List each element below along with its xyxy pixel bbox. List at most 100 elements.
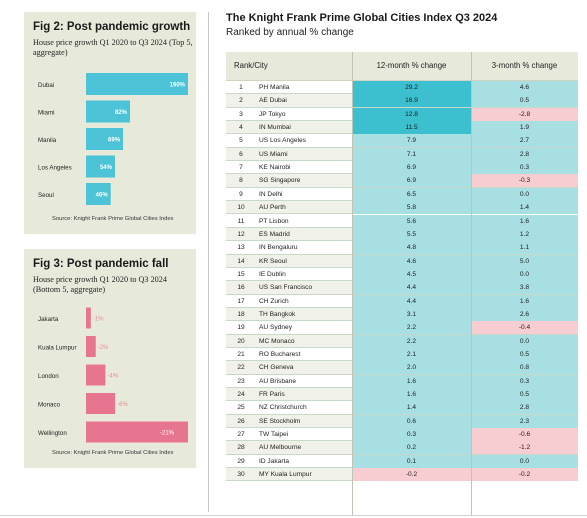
bottom-rule <box>0 515 587 516</box>
three-month-cell: 0.5 <box>471 348 578 361</box>
three-month-cell: 1.1 <box>471 241 578 255</box>
three-month-cell: 0.0 <box>471 187 578 201</box>
rank-cell: 26 <box>237 417 245 425</box>
three-month-cell: -0.6 <box>471 428 578 442</box>
twelve-month-cell: 29.2 <box>352 81 471 94</box>
bar-value-label: -2% <box>98 345 109 351</box>
city-cell: AU Perth <box>259 204 286 212</box>
twelve-month-cell: 4.8 <box>352 241 471 255</box>
bar-value-label: -1% <box>93 317 104 323</box>
rank-cell: 9 <box>239 190 243 198</box>
bar <box>86 307 91 329</box>
cities-index-table: Rank/City 12-month % change 3-month % ch… <box>226 52 578 516</box>
growth-chart-subtitle: House price growth Q1 2020 to Q3 2024 (T… <box>33 38 193 57</box>
bar-category-label: London <box>38 373 59 380</box>
city-cell: JP Tokyo <box>259 110 286 118</box>
three-month-cell: 1.6 <box>471 294 578 308</box>
three-month-cell: 1.2 <box>471 227 578 241</box>
table-row: 19 AU Sydney 2.2 -0.4 <box>226 321 578 335</box>
table-row: 12 ES Madrid 5.5 1.2 <box>226 227 578 242</box>
three-month-cell: 1.9 <box>471 121 578 135</box>
table-subtitle: Ranked by annual % change <box>226 27 354 38</box>
city-cell: AU Melbourne <box>259 444 302 452</box>
bar-value-label: 69% <box>108 138 121 144</box>
bar <box>86 73 188 95</box>
twelve-month-cell: 4.5 <box>352 267 471 281</box>
bar-category-label: Manila <box>38 137 57 144</box>
rank-cell: 6 <box>239 150 243 158</box>
rank-cell: 4 <box>239 124 243 132</box>
city-cell: FR Paris <box>259 391 285 399</box>
three-month-cell: 0.0 <box>471 454 578 468</box>
table-row: 25 NZ Christchurch 1.4 2.8 <box>226 401 578 415</box>
table-row: 21 RO Bucharest 2.1 0.5 <box>226 348 578 362</box>
table-row: 11 PT Lisbon 5.6 1.6 <box>226 214 578 228</box>
table-row: 9 IN Delhi 6.5 0.0 <box>226 187 578 202</box>
bar <box>86 421 188 443</box>
twelve-month-cell: 2.0 <box>352 361 471 375</box>
three-month-cell: -0.2 <box>471 468 578 482</box>
table-row: 8 SG Singapore 6.9 -0.3 <box>226 174 578 188</box>
twelve-month-cell: 5.5 <box>352 227 471 241</box>
bar-value-label: -4% <box>107 374 118 380</box>
table-row: 10 AU Perth 5.8 1.4 <box>226 201 578 215</box>
city-cell: ES Madrid <box>259 230 290 238</box>
three-month-cell: 0.5 <box>471 94 578 108</box>
rank-cell: 2 <box>239 97 243 105</box>
city-cell: SG Singapore <box>259 177 301 185</box>
table-divider-12 <box>352 52 353 516</box>
bar-category-label: Seoul <box>38 192 54 199</box>
three-month-cell: 2.7 <box>471 134 578 148</box>
rank-cell: 24 <box>237 391 245 399</box>
rank-cell: 15 <box>237 270 245 278</box>
city-cell: PH Manila <box>259 84 290 91</box>
city-cell: PT Lisbon <box>259 217 289 225</box>
city-cell: IE Dublin <box>259 270 286 278</box>
bar-category-label: Jakarta <box>38 316 59 323</box>
rank-cell: 17 <box>237 297 245 305</box>
rank-cell: 13 <box>237 244 245 252</box>
table-row: 27 TW Taipei 0.3 -0.6 <box>226 428 578 442</box>
rank-cell: 19 <box>237 324 245 332</box>
bar-value-label: 54% <box>100 165 113 171</box>
growth-chart-source: Source: Knight Frank Prime Global Cities… <box>52 216 174 222</box>
rank-cell: 29 <box>237 457 245 465</box>
three-month-cell: 5.0 <box>471 254 578 268</box>
city-cell: KR Seoul <box>259 257 287 265</box>
twelve-month-cell: 4.4 <box>352 294 471 308</box>
three-month-cell: 2.8 <box>471 401 578 415</box>
three-month-cell: -0.3 <box>471 174 578 188</box>
twelve-month-cell: 2.2 <box>352 334 471 348</box>
bar <box>86 183 111 205</box>
table-row: 6 US Miami 7.1 2.8 <box>226 147 578 162</box>
rank-cell: 30 <box>237 471 245 479</box>
bar-category-label: Los Angeles <box>38 165 72 172</box>
twelve-month-cell: 4.6 <box>352 254 471 268</box>
three-month-cell: 0.3 <box>471 161 578 175</box>
three-month-cell: 4.6 <box>471 81 578 94</box>
bar <box>86 155 115 178</box>
table-row: 20 MC Monaco 2.2 0.0 <box>226 334 578 348</box>
twelve-month-cell: 11.5 <box>352 121 471 135</box>
column-divider <box>208 12 209 512</box>
three-month-cell: 0.0 <box>471 267 578 281</box>
twelve-month-cell: 4.4 <box>352 281 471 295</box>
twelve-month-cell: 1.6 <box>352 388 471 402</box>
rank-cell: 8 <box>239 177 243 185</box>
twelve-month-cell: 12.8 <box>352 107 471 121</box>
fall-chart-title: Fig 3: Post pandemic fall <box>33 258 169 270</box>
twelve-month-cell: 5.6 <box>352 214 471 228</box>
fall-chart-source: Source: Knight Frank Prime Global Cities… <box>52 450 174 456</box>
city-cell: MC Monaco <box>259 337 295 345</box>
three-month-cell: 0.0 <box>471 334 578 348</box>
rank-cell: 21 <box>237 351 245 358</box>
table-row: 29 ID Jakarta 0.1 0.0 <box>226 454 578 469</box>
city-cell: NZ Christchurch <box>259 404 307 412</box>
table-row: 18 TH Bangkok 3.1 2.6 <box>226 307 578 322</box>
fall-bar-chart: Jakarta -1% Kuala Lumpur -2% London -4% Monaco… <box>38 307 188 443</box>
table-row: 22 CH Geneva 2.0 0.8 <box>226 361 578 375</box>
header-3-month: 3-month % change <box>491 61 558 70</box>
three-month-cell: 3.8 <box>471 281 578 295</box>
twelve-month-cell: 16.9 <box>352 94 471 108</box>
bar-category-label: Dubai <box>38 82 54 89</box>
